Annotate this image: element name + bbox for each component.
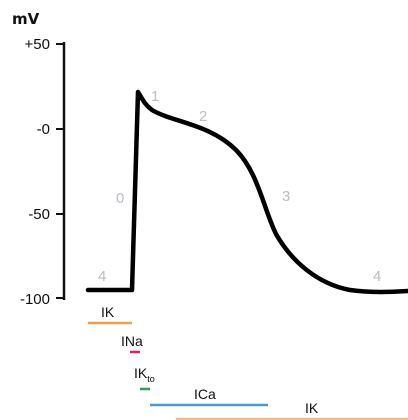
phase-label-0: 0	[116, 190, 124, 207]
current-label-ik-1: IK	[101, 304, 115, 320]
y-tick-label-0: -0	[37, 121, 50, 138]
action-potential-trace	[85, 89, 408, 295]
phase-label-1: 1	[151, 88, 159, 105]
y-tick-label-minus100: -100	[20, 291, 50, 308]
phase-label-4-right: 4	[373, 268, 381, 285]
y-tick-label-plus50: +50	[25, 36, 50, 53]
current-label-ina: INa	[121, 333, 143, 349]
y-tick-label-minus50: -50	[28, 206, 50, 223]
phase-label-4-left: 4	[98, 268, 106, 285]
current-label-ik-2: IK	[305, 400, 319, 416]
y-axis-unit: mV	[12, 10, 40, 28]
current-label-ikto: IKto	[134, 365, 155, 384]
phase-label-2: 2	[199, 108, 207, 125]
phase-label-3: 3	[282, 188, 290, 205]
current-label-ica: ICa	[194, 386, 216, 402]
